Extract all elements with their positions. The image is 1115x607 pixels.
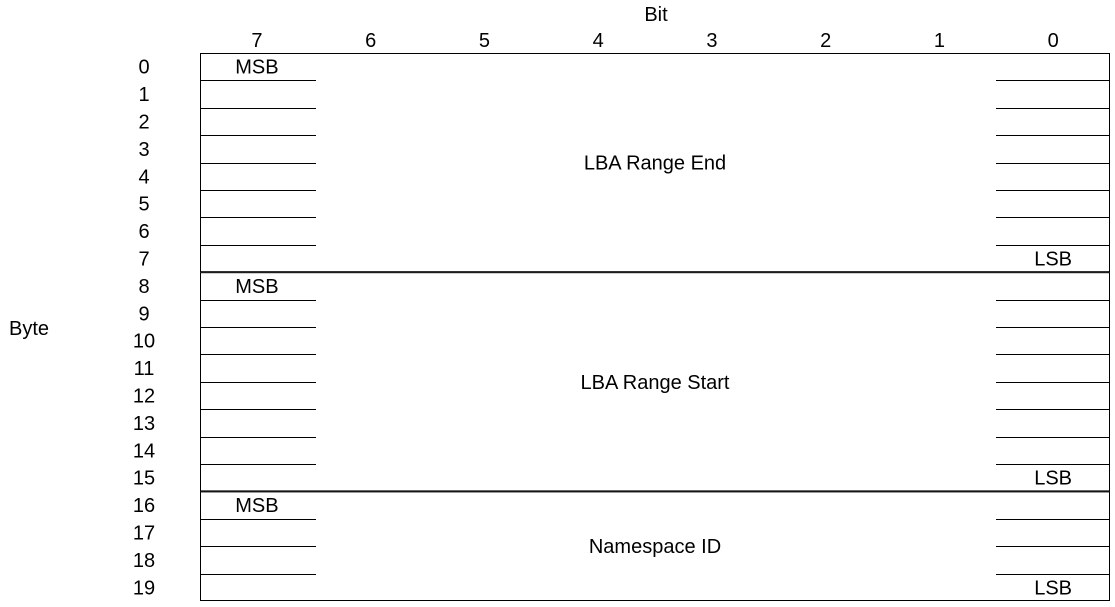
field-namespace-id: MSB LSB Namespace ID [200,491,1110,601]
byte-axis-title: Byte [9,318,49,340]
field-lba-range-end: MSB LSB LBA Range End [200,53,1110,273]
byte-label-15: 15 [133,468,155,490]
bit-label-0: 0 [1048,30,1059,52]
byte-label-14: 14 [133,440,155,462]
byte-label-4: 4 [138,166,149,188]
field-name: Namespace ID [589,536,721,558]
byte-label-18: 18 [133,550,155,572]
bit-number-row: 7 6 5 4 3 2 1 0 [251,30,1058,52]
field-box [200,272,1110,492]
msb-label: MSB [235,495,278,517]
bit-label-7: 7 [251,30,262,52]
bit-label-2: 2 [820,30,831,52]
field-box [200,53,1110,273]
field-name: LBA Range Start [581,372,730,394]
field-name: LBA Range End [584,153,726,175]
bit-label-3: 3 [706,30,717,52]
byte-label-7: 7 [138,249,149,271]
byte-label-9: 9 [138,303,149,325]
lsb-label: LSB [1034,577,1072,599]
byte-label-3: 3 [138,139,149,161]
bit-label-6: 6 [365,30,376,52]
byte-label-6: 6 [138,221,149,243]
byte-label-17: 17 [133,523,155,545]
byte-label-13: 13 [133,413,155,435]
byte-label-0: 0 [138,57,149,79]
bit-label-5: 5 [479,30,490,52]
byte-label-8: 8 [138,276,149,298]
field-grid: MSB LSB LBA Range End MSB LSB LBA Range Start… [200,53,1110,601]
bit-label-1: 1 [934,30,945,52]
byte-label-1: 1 [138,84,149,106]
lsb-label: LSB [1034,468,1072,490]
lsb-label: LSB [1034,249,1072,271]
msb-label: MSB [235,276,278,298]
bit-axis-title: Bit [644,4,668,26]
byte-label-16: 16 [133,495,155,517]
byte-label-10: 10 [133,331,155,353]
byte-label-12: 12 [133,386,155,408]
byte-label-11: 11 [134,358,155,380]
byte-label-2: 2 [138,112,149,134]
byte-label-5: 5 [138,194,149,216]
field-lba-range-start: MSB LSB LBA Range Start [200,272,1110,492]
msb-label: MSB [235,57,278,79]
bit-label-4: 4 [593,30,604,52]
byte-label-19: 19 [133,577,155,599]
